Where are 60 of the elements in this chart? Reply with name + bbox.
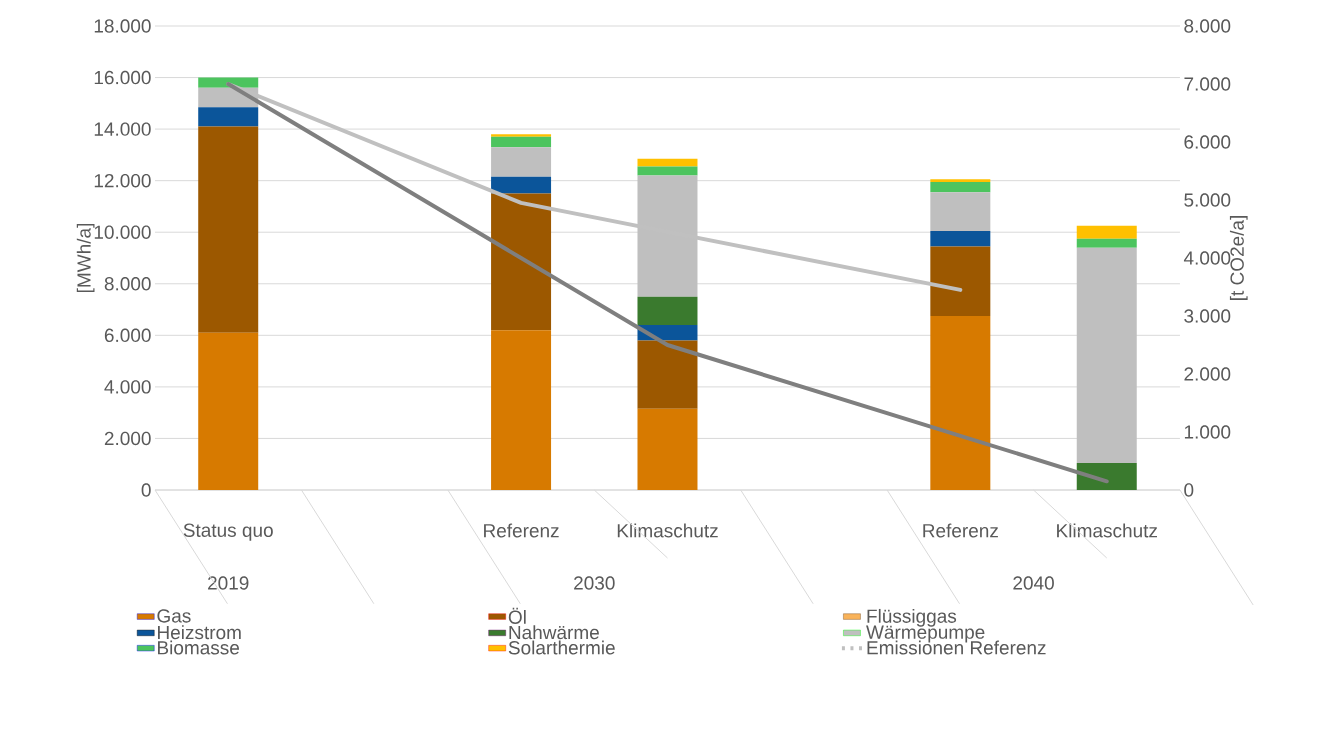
y-axis-title: [MWh/a] xyxy=(76,223,95,293)
legend-label: Solarthermie xyxy=(508,640,615,655)
y2-tick-label: 0 xyxy=(1184,483,1194,497)
legend-label: Öl xyxy=(508,607,526,624)
bar xyxy=(930,246,991,316)
legend-label: Gas xyxy=(157,609,191,623)
y-tick-label: 10.000 xyxy=(94,225,151,239)
x-tick-label: Klimaschutz xyxy=(617,523,718,538)
bar xyxy=(930,181,991,193)
bar xyxy=(637,158,698,167)
bar xyxy=(491,136,552,148)
x-tick-label: Referenz xyxy=(923,523,998,538)
y2-tick-label: 1.000 xyxy=(1184,425,1231,439)
y-tick-label: 8.000 xyxy=(104,277,151,291)
y-tick-label: 12.000 xyxy=(94,173,151,188)
bar xyxy=(491,134,552,137)
y-tick-label: 18.000 xyxy=(94,19,151,33)
bar xyxy=(930,192,991,231)
y2-tick-label: 3.000 xyxy=(1184,309,1231,323)
bar xyxy=(930,315,991,490)
bar xyxy=(1076,225,1137,239)
y2-axis-title: [t CO2e/a] xyxy=(1229,216,1248,300)
y-tick-label: 16.000 xyxy=(94,70,151,85)
bar xyxy=(637,340,698,409)
x-tick-label: Klimaschutz xyxy=(1057,523,1157,538)
bar xyxy=(637,408,698,490)
bar xyxy=(198,126,259,333)
y-tick-label: 14.000 xyxy=(94,122,151,136)
y2-tick-label: 5.000 xyxy=(1184,193,1231,207)
text: 2030 xyxy=(574,576,615,590)
legend-label: Nahwärme xyxy=(509,625,599,640)
y2-tick-label: 8.000 xyxy=(1184,19,1231,33)
bar xyxy=(637,166,698,176)
bar xyxy=(930,230,991,247)
legend-label: Heizstrom xyxy=(158,625,241,640)
y2-tick-label: 2.000 xyxy=(1184,367,1231,381)
x-tick-label: Referenz xyxy=(484,523,559,538)
text: 2040 xyxy=(1013,576,1054,590)
bar xyxy=(198,107,259,127)
bar xyxy=(1076,238,1137,248)
bar xyxy=(1076,462,1137,490)
legend-label: Flüssiggas xyxy=(867,608,957,627)
bar xyxy=(1076,247,1137,463)
y-tick-label: 6.000 xyxy=(104,328,151,343)
bar xyxy=(491,176,552,194)
y-tick-label: 2.000 xyxy=(104,431,151,446)
bar xyxy=(491,147,552,177)
text: 2019 xyxy=(208,576,249,590)
bar xyxy=(637,296,698,326)
y2-tick-label: 4.000 xyxy=(1183,251,1231,265)
x-tick-label: Status quo xyxy=(183,523,273,541)
bar xyxy=(491,193,552,331)
y-tick-label: 4.000 xyxy=(104,380,151,394)
bar xyxy=(198,332,259,490)
bar xyxy=(491,330,552,490)
y-tick-label: 0 xyxy=(141,483,151,497)
legend-label: Biomasse xyxy=(158,640,240,655)
y2-tick-label: 6.000 xyxy=(1184,135,1231,149)
bar xyxy=(930,179,991,182)
y2-tick-label: 7.000 xyxy=(1184,77,1231,91)
